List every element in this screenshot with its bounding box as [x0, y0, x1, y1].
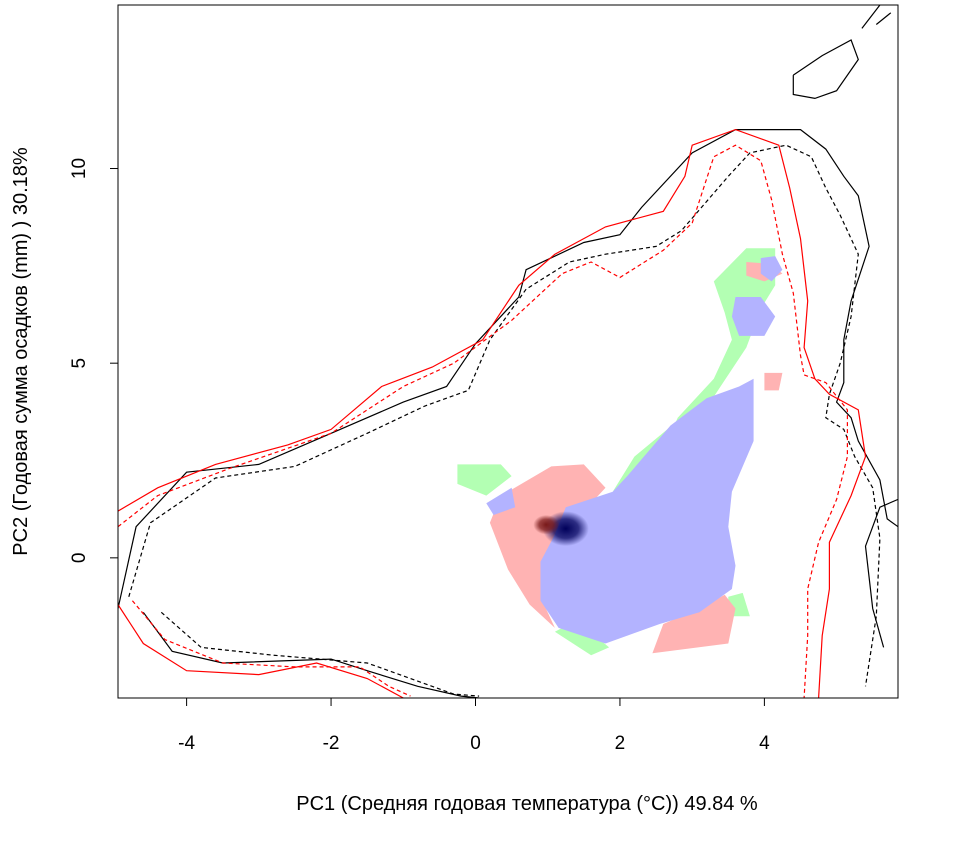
- region-pink-6: [764, 372, 783, 391]
- contour-line-11: [131, 600, 411, 697]
- y-tick-label: 10: [69, 158, 90, 179]
- region-blue-10: [731, 297, 776, 336]
- y-tick-label: 0: [69, 553, 90, 564]
- contour-line-8: [118, 128, 867, 698]
- x-tick-label: -4: [178, 733, 195, 754]
- region-blue-8: [486, 487, 516, 515]
- contour-line-1: [142, 611, 480, 698]
- x-axis: -4 -2 0 2 4: [178, 698, 770, 754]
- region-pink-5: [652, 594, 736, 654]
- region-green-0: [457, 464, 512, 496]
- region-blue-11: [760, 256, 783, 282]
- y-axis-title: PC2 (Годовая сумма осадков (mm) ) 30.18%: [10, 147, 32, 556]
- contour-line-5: [792, 39, 859, 100]
- y-tick-label: 5: [69, 358, 90, 369]
- density-spot-1: [533, 514, 560, 535]
- plot-frame: [117, 4, 899, 699]
- x-tick-label: 4: [759, 733, 770, 754]
- contour-line-10: [118, 144, 848, 698]
- region-blue-9: [540, 378, 754, 644]
- contour-lines: [118, 5, 898, 698]
- heatmap-regions: [457, 248, 783, 656]
- contour-line-3: [160, 611, 480, 697]
- contour-line-6: [861, 5, 881, 29]
- contour-line-7: [875, 12, 892, 25]
- x-tick-label: -2: [323, 733, 340, 754]
- x-axis-title: PC1 (Средняя годовая температура (°C)) 4…: [296, 793, 758, 815]
- y-axis: 0 5 10: [69, 158, 118, 563]
- contour-line-2: [128, 144, 881, 687]
- x-tick-label: 2: [615, 733, 626, 754]
- contour-line-4: [864, 498, 898, 648]
- x-tick-label: 0: [470, 733, 481, 754]
- contour-line-9: [118, 604, 404, 698]
